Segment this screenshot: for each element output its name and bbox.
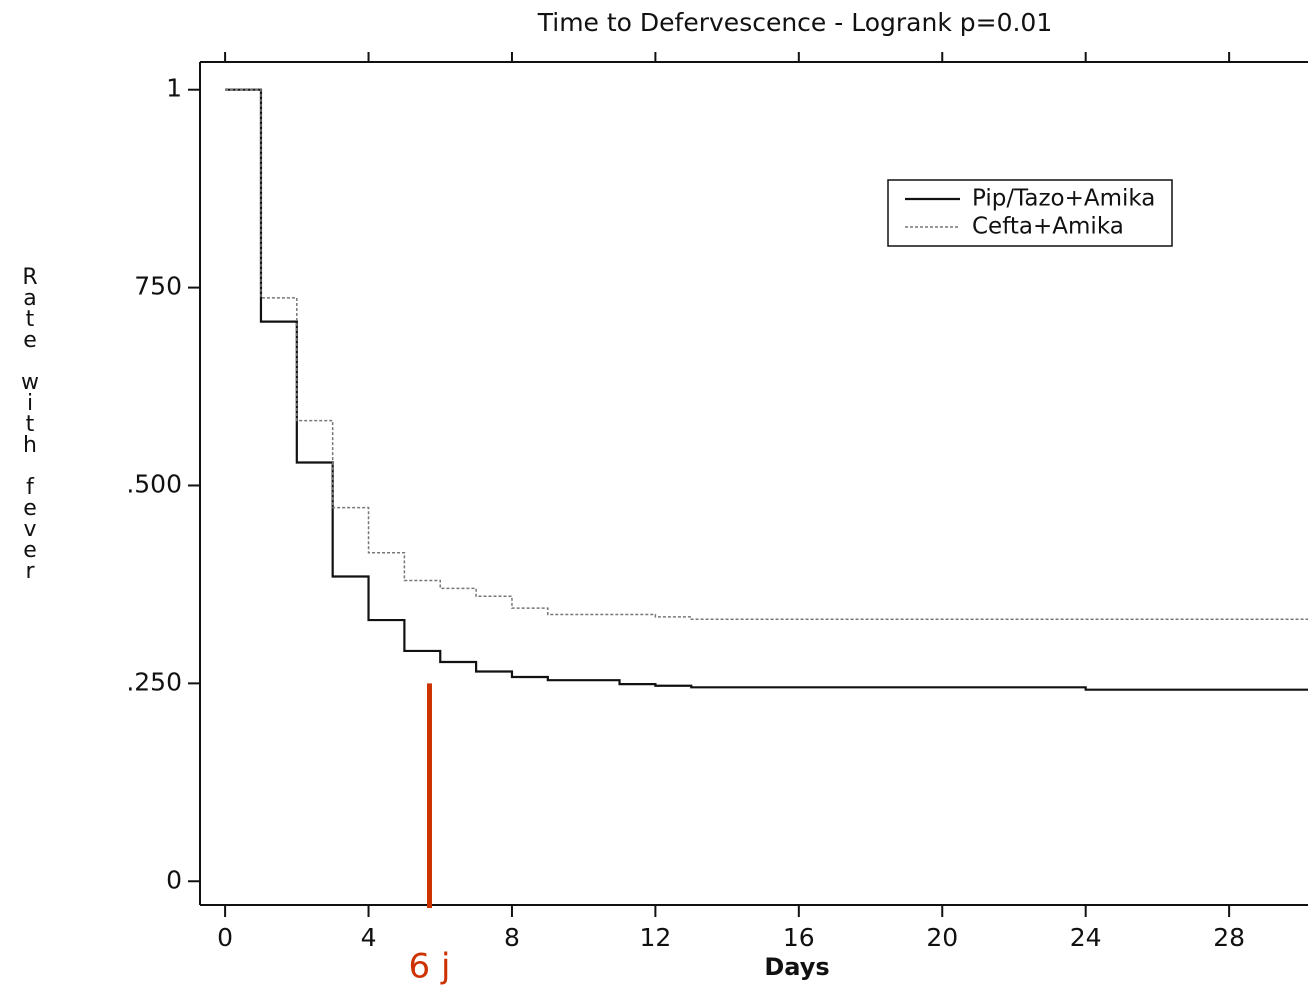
- x-tick-label: 12: [639, 923, 671, 952]
- x-tick-label: 16: [783, 923, 815, 952]
- x-tick-label: 4: [361, 923, 377, 952]
- y-tick-label: .500: [126, 469, 182, 498]
- y-tick-label: 1: [166, 74, 182, 103]
- annotation-label: 6 j: [409, 947, 451, 987]
- legend-label: Cefta+Amika: [972, 214, 1124, 240]
- y-tick-label: 0: [166, 865, 182, 894]
- legend-box: [887, 179, 1173, 247]
- x-tick-label: 28: [1213, 923, 1245, 952]
- survival-curve: [225, 88, 1308, 621]
- legend-label: Pip/Tazo+Amika: [972, 186, 1155, 212]
- y-tick-label: .250: [126, 667, 182, 696]
- y-tick-label: 750: [134, 272, 182, 301]
- x-axis-label: Days: [764, 953, 829, 981]
- x-tick-label: 24: [1070, 923, 1102, 952]
- y-axis-label: Rate with fever: [18, 265, 43, 580]
- x-tick-label: 20: [926, 923, 958, 952]
- survival-curve: [225, 88, 1308, 691]
- x-tick-label: 8: [504, 923, 520, 952]
- chart-title: Time to Defervescence - Logrank p=0.01: [537, 8, 1052, 37]
- x-tick-label: 0: [217, 923, 233, 952]
